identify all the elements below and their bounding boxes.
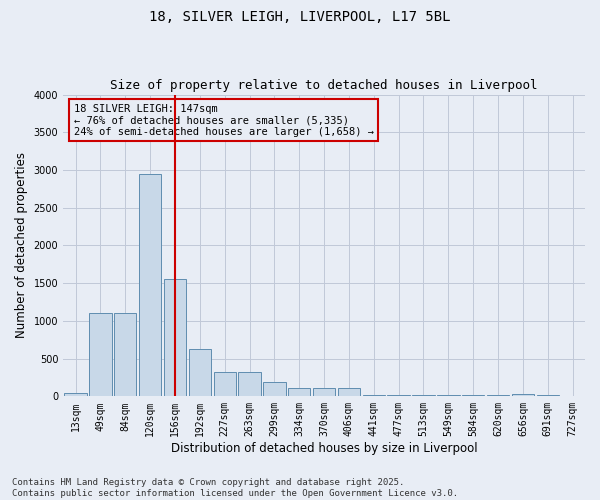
Bar (362, 395, 385, 396)
Bar (388, 395, 410, 396)
Bar (536, 395, 559, 396)
Bar (139, 174, 161, 396)
Bar (487, 395, 509, 396)
Bar (412, 395, 434, 396)
Bar (164, 280, 186, 396)
Bar (512, 394, 534, 396)
Text: 18, SILVER LEIGH, LIVERPOOL, L17 5BL: 18, SILVER LEIGH, LIVERPOOL, L17 5BL (149, 10, 451, 24)
Bar (214, 372, 236, 396)
Bar (188, 349, 211, 397)
Title: Size of property relative to detached houses in Liverpool: Size of property relative to detached ho… (110, 79, 538, 92)
Bar (338, 388, 360, 396)
Bar (263, 382, 286, 396)
Bar (288, 388, 310, 396)
Bar (437, 395, 460, 396)
Bar (462, 395, 484, 396)
Bar (114, 314, 136, 396)
Text: Contains HM Land Registry data © Crown copyright and database right 2025.
Contai: Contains HM Land Registry data © Crown c… (12, 478, 458, 498)
Y-axis label: Number of detached properties: Number of detached properties (15, 152, 28, 338)
Bar (64, 392, 87, 396)
Bar (238, 372, 261, 396)
Bar (89, 314, 112, 396)
X-axis label: Distribution of detached houses by size in Liverpool: Distribution of detached houses by size … (171, 442, 478, 455)
Bar (313, 388, 335, 396)
Text: 18 SILVER LEIGH: 147sqm
← 76% of detached houses are smaller (5,335)
24% of semi: 18 SILVER LEIGH: 147sqm ← 76% of detache… (74, 104, 374, 137)
